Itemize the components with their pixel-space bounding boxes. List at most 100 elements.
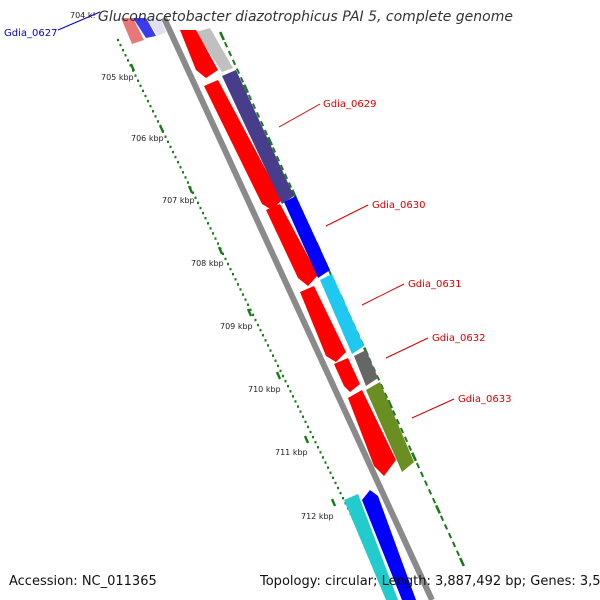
ruler-tick — [231, 59, 237, 66]
ruler-tick — [415, 462, 421, 469]
tick-dot — [264, 339, 267, 342]
gene-label-gdia-0633[interactable]: Gdia_0633 — [458, 394, 511, 405]
major-tick — [217, 246, 224, 255]
tick-dot — [127, 59, 129, 62]
red-arrow-6 — [348, 390, 396, 476]
ruler-tick — [455, 550, 461, 557]
major-tick — [129, 63, 136, 72]
tick-label-711: 711 kbp — [275, 448, 308, 457]
red-arrow-2 — [204, 80, 282, 210]
ruler-tick — [251, 103, 257, 110]
tick-dot — [284, 379, 287, 383]
tick-dot — [172, 150, 174, 154]
tick-dot — [237, 283, 239, 286]
ruler-tick — [395, 418, 401, 425]
ruler-tick — [383, 392, 389, 399]
outer-strand-features — [222, 70, 416, 600]
tick-dot — [307, 425, 309, 429]
tick-dot — [222, 252, 224, 256]
red-arrow-5 — [334, 358, 360, 392]
tick-dot — [117, 38, 119, 42]
gdia-0630-feature — [284, 196, 330, 278]
partial-red-feature — [121, 18, 144, 44]
tick-dot — [232, 272, 234, 276]
ruler-tick — [443, 524, 449, 530]
tick-dot — [179, 166, 182, 169]
ruler-tick — [427, 488, 433, 495]
ruler-tick — [419, 471, 425, 478]
callout-gdia-0632 — [385, 337, 429, 359]
cyan-feature-bottom — [344, 494, 398, 600]
tick-dot — [214, 237, 217, 240]
partial-blue-feature — [133, 18, 156, 38]
major-tick — [330, 498, 337, 507]
gene-label-gdia-0632[interactable]: Gdia_0632 — [432, 333, 485, 344]
ruler-tick — [267, 136, 273, 146]
callout-gdia-0633 — [411, 398, 455, 419]
major-tick — [246, 308, 253, 317]
tick-dot — [119, 43, 122, 47]
ruler-tick — [255, 111, 261, 118]
tick-dot — [217, 242, 219, 245]
gene-label-gdia-0627[interactable]: Gdia_0627 — [4, 28, 57, 39]
tick-dot — [199, 206, 202, 210]
tick-dot — [274, 359, 277, 362]
tick-dot — [277, 364, 279, 368]
tick-dot — [314, 440, 317, 444]
gray-feature-top — [196, 28, 233, 72]
tick-dot — [257, 323, 259, 327]
gene-labels: Gdia_0627 Gdia_0629 Gdia_0630 Gdia_0631 … — [4, 28, 511, 405]
tick-dot — [164, 135, 167, 138]
tick-dot — [259, 328, 262, 332]
ruler-tick — [223, 41, 229, 48]
tick-dot — [209, 227, 212, 230]
callout-gdia-0630 — [325, 204, 369, 227]
genome-summary: Topology: circular; Length: 3,887,492 bp… — [260, 574, 600, 589]
tick-dot — [142, 89, 144, 93]
gene-label-gdia-0629[interactable]: Gdia_0629 — [323, 99, 376, 110]
tick-dot — [324, 461, 327, 464]
tick-dot — [334, 481, 337, 485]
callout-gdia-0629 — [278, 103, 321, 128]
gene-label-gdia-0630[interactable]: Gdia_0630 — [372, 200, 425, 211]
tick-dot — [312, 435, 314, 439]
ruler-tick — [219, 31, 225, 41]
tick-dot — [204, 216, 207, 220]
tick-dot — [292, 395, 294, 398]
tick-dot — [177, 160, 179, 164]
gene-label-gdia-0631[interactable]: Gdia_0631 — [408, 279, 461, 290]
major-tick — [158, 124, 165, 133]
ruler-tick — [411, 452, 417, 462]
ruler-tick — [243, 84, 249, 94]
backbone — [161, 16, 442, 600]
tick-dot — [317, 446, 319, 449]
tick-dot — [174, 155, 177, 159]
tick-label-705: 705 kbp — [101, 73, 134, 82]
accession-label: Accession: NC_011365 — [9, 574, 157, 589]
tick-dot — [304, 420, 307, 424]
map-title: Gluconacetobacter diazotrophicus PAI 5, … — [98, 9, 513, 25]
callout-gdia-0631 — [361, 283, 405, 306]
ruler-tick — [451, 541, 457, 548]
tick-dot — [144, 94, 147, 98]
tick-dot — [322, 456, 324, 459]
tick-dot — [279, 369, 282, 373]
tick-dot — [287, 384, 289, 388]
tick-dot — [342, 496, 344, 500]
tick-dots — [117, 38, 394, 600]
tick-dot — [139, 84, 142, 88]
tick-dot — [282, 374, 284, 378]
tick-label-706: 706 kbp — [131, 134, 164, 143]
tick-dot — [239, 288, 242, 291]
red-arrow-3 — [266, 204, 318, 286]
tick-label-712: 712 kbp — [301, 512, 334, 521]
tick-dot — [202, 211, 204, 215]
gdia-0633-feature — [366, 382, 414, 472]
tick-dot — [297, 405, 299, 408]
ruler-tick — [259, 120, 265, 127]
tick-dot — [169, 145, 172, 149]
ruler-tick — [391, 410, 397, 416]
tick-dot — [339, 491, 342, 495]
red-arrow-4 — [300, 286, 346, 362]
